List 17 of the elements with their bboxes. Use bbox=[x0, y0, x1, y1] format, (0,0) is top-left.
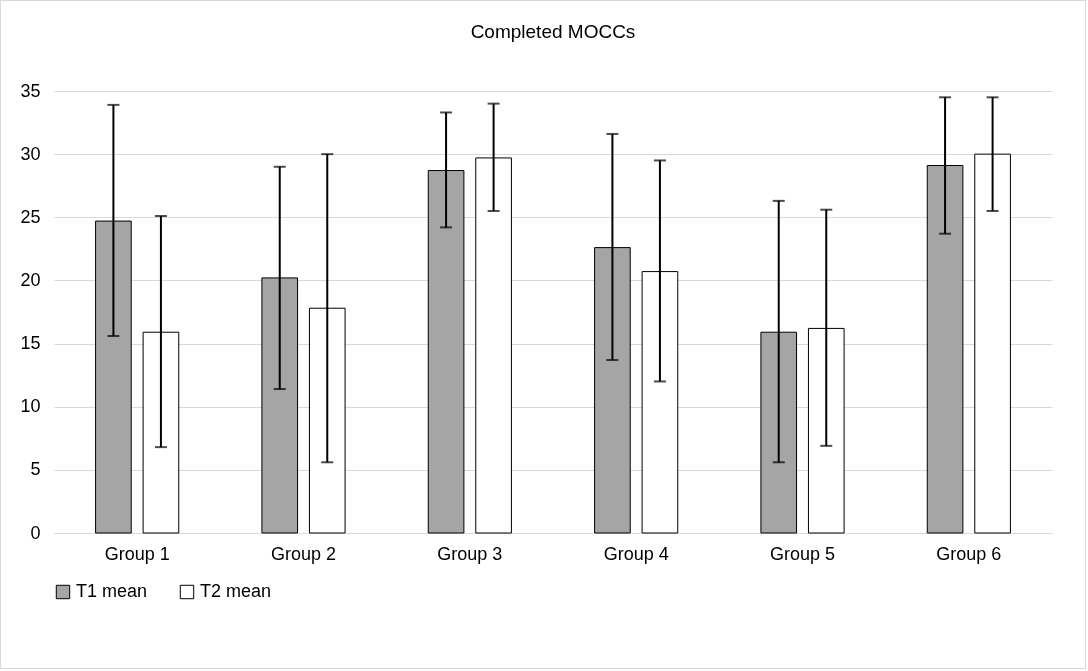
x-tick-label: Group 5 bbox=[769, 543, 836, 564]
x-tick-label: Group 3 bbox=[437, 543, 503, 564]
x-tick-label: Group 1 bbox=[104, 543, 170, 564]
chart-title: Completed MOCCs bbox=[470, 21, 636, 42]
y-tick-label: 10 bbox=[20, 396, 41, 417]
legend-label: T2 mean bbox=[200, 581, 272, 601]
y-tick-label: 5 bbox=[30, 459, 41, 480]
y-tick-label: 30 bbox=[20, 143, 41, 164]
y-tick-label: 20 bbox=[20, 269, 41, 290]
x-tick-label: Group 6 bbox=[936, 543, 1002, 564]
y-tick-label: 15 bbox=[20, 333, 41, 354]
x-tick-label: Group 4 bbox=[603, 543, 669, 564]
y-tick-label: 35 bbox=[20, 80, 41, 101]
legend-label: T1 mean bbox=[76, 581, 148, 601]
y-tick-label: 0 bbox=[30, 522, 41, 543]
y-tick-label: 25 bbox=[20, 206, 41, 227]
x-tick-label: Group 2 bbox=[270, 543, 337, 564]
